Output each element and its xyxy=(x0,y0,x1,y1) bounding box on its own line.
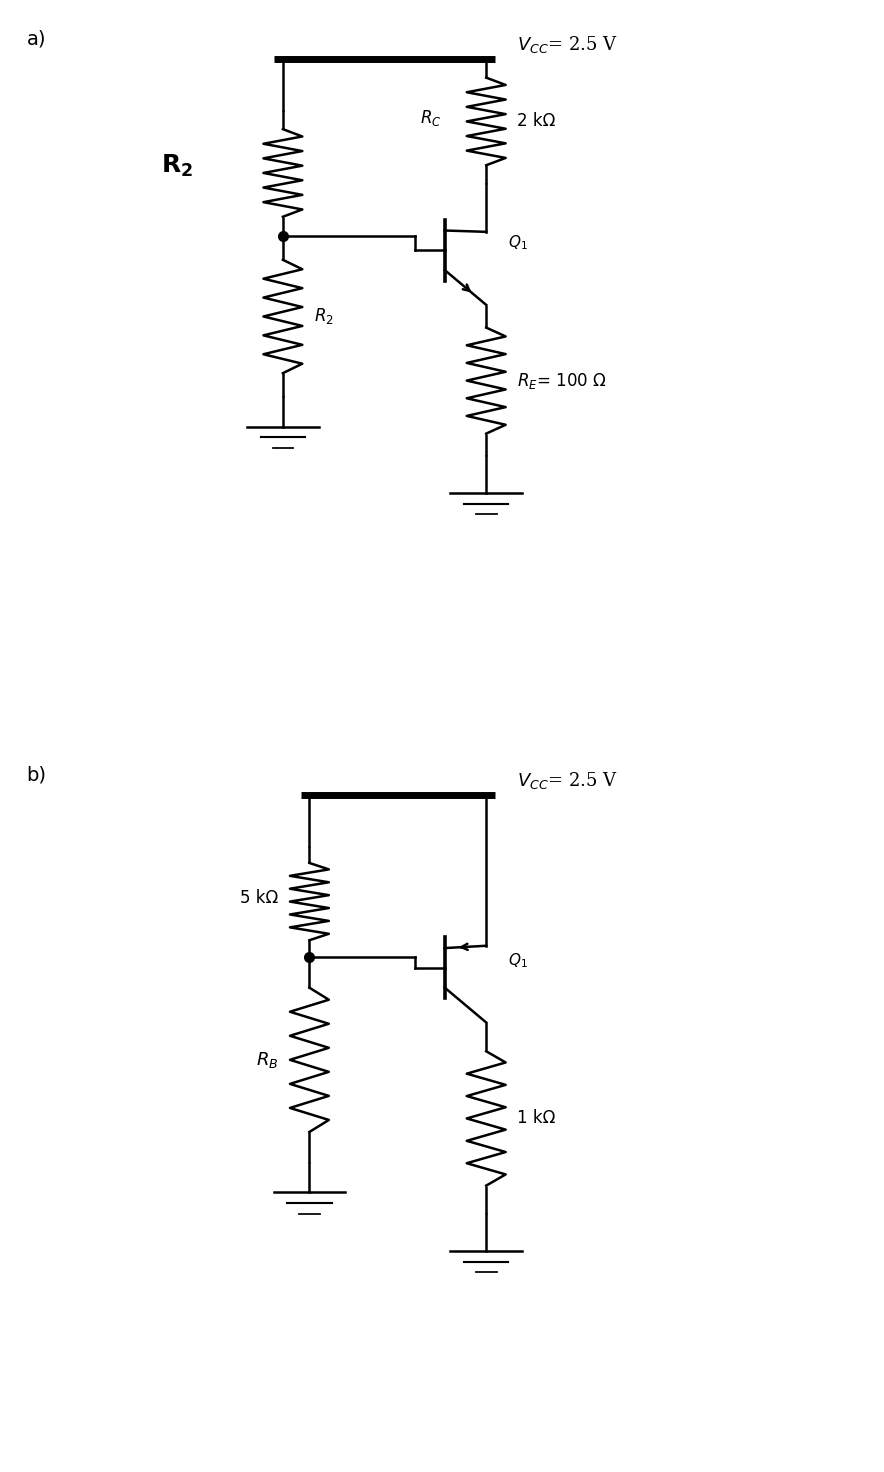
Text: $V_{CC}$= 2.5 V: $V_{CC}$= 2.5 V xyxy=(517,770,618,792)
Text: 5 kΩ: 5 kΩ xyxy=(240,889,278,907)
Text: $V_{CC}$= 2.5 V: $V_{CC}$= 2.5 V xyxy=(517,34,618,54)
Text: a): a) xyxy=(27,29,46,49)
Text: 1 kΩ: 1 kΩ xyxy=(517,1110,555,1128)
Text: 2 kΩ: 2 kΩ xyxy=(517,112,555,131)
Text: $R_C$: $R_C$ xyxy=(421,107,442,128)
Text: $R_E$= 100 $\Omega$: $R_E$= 100 $\Omega$ xyxy=(517,371,607,390)
Text: b): b) xyxy=(27,765,47,785)
Text: $Q_1$: $Q_1$ xyxy=(508,234,528,252)
Text: $R_B$: $R_B$ xyxy=(256,1050,278,1070)
Text: $Q_1$: $Q_1$ xyxy=(508,951,528,970)
Text: $R_2$: $R_2$ xyxy=(314,306,333,327)
Text: $\mathbf{R_2}$: $\mathbf{R_2}$ xyxy=(161,153,193,178)
